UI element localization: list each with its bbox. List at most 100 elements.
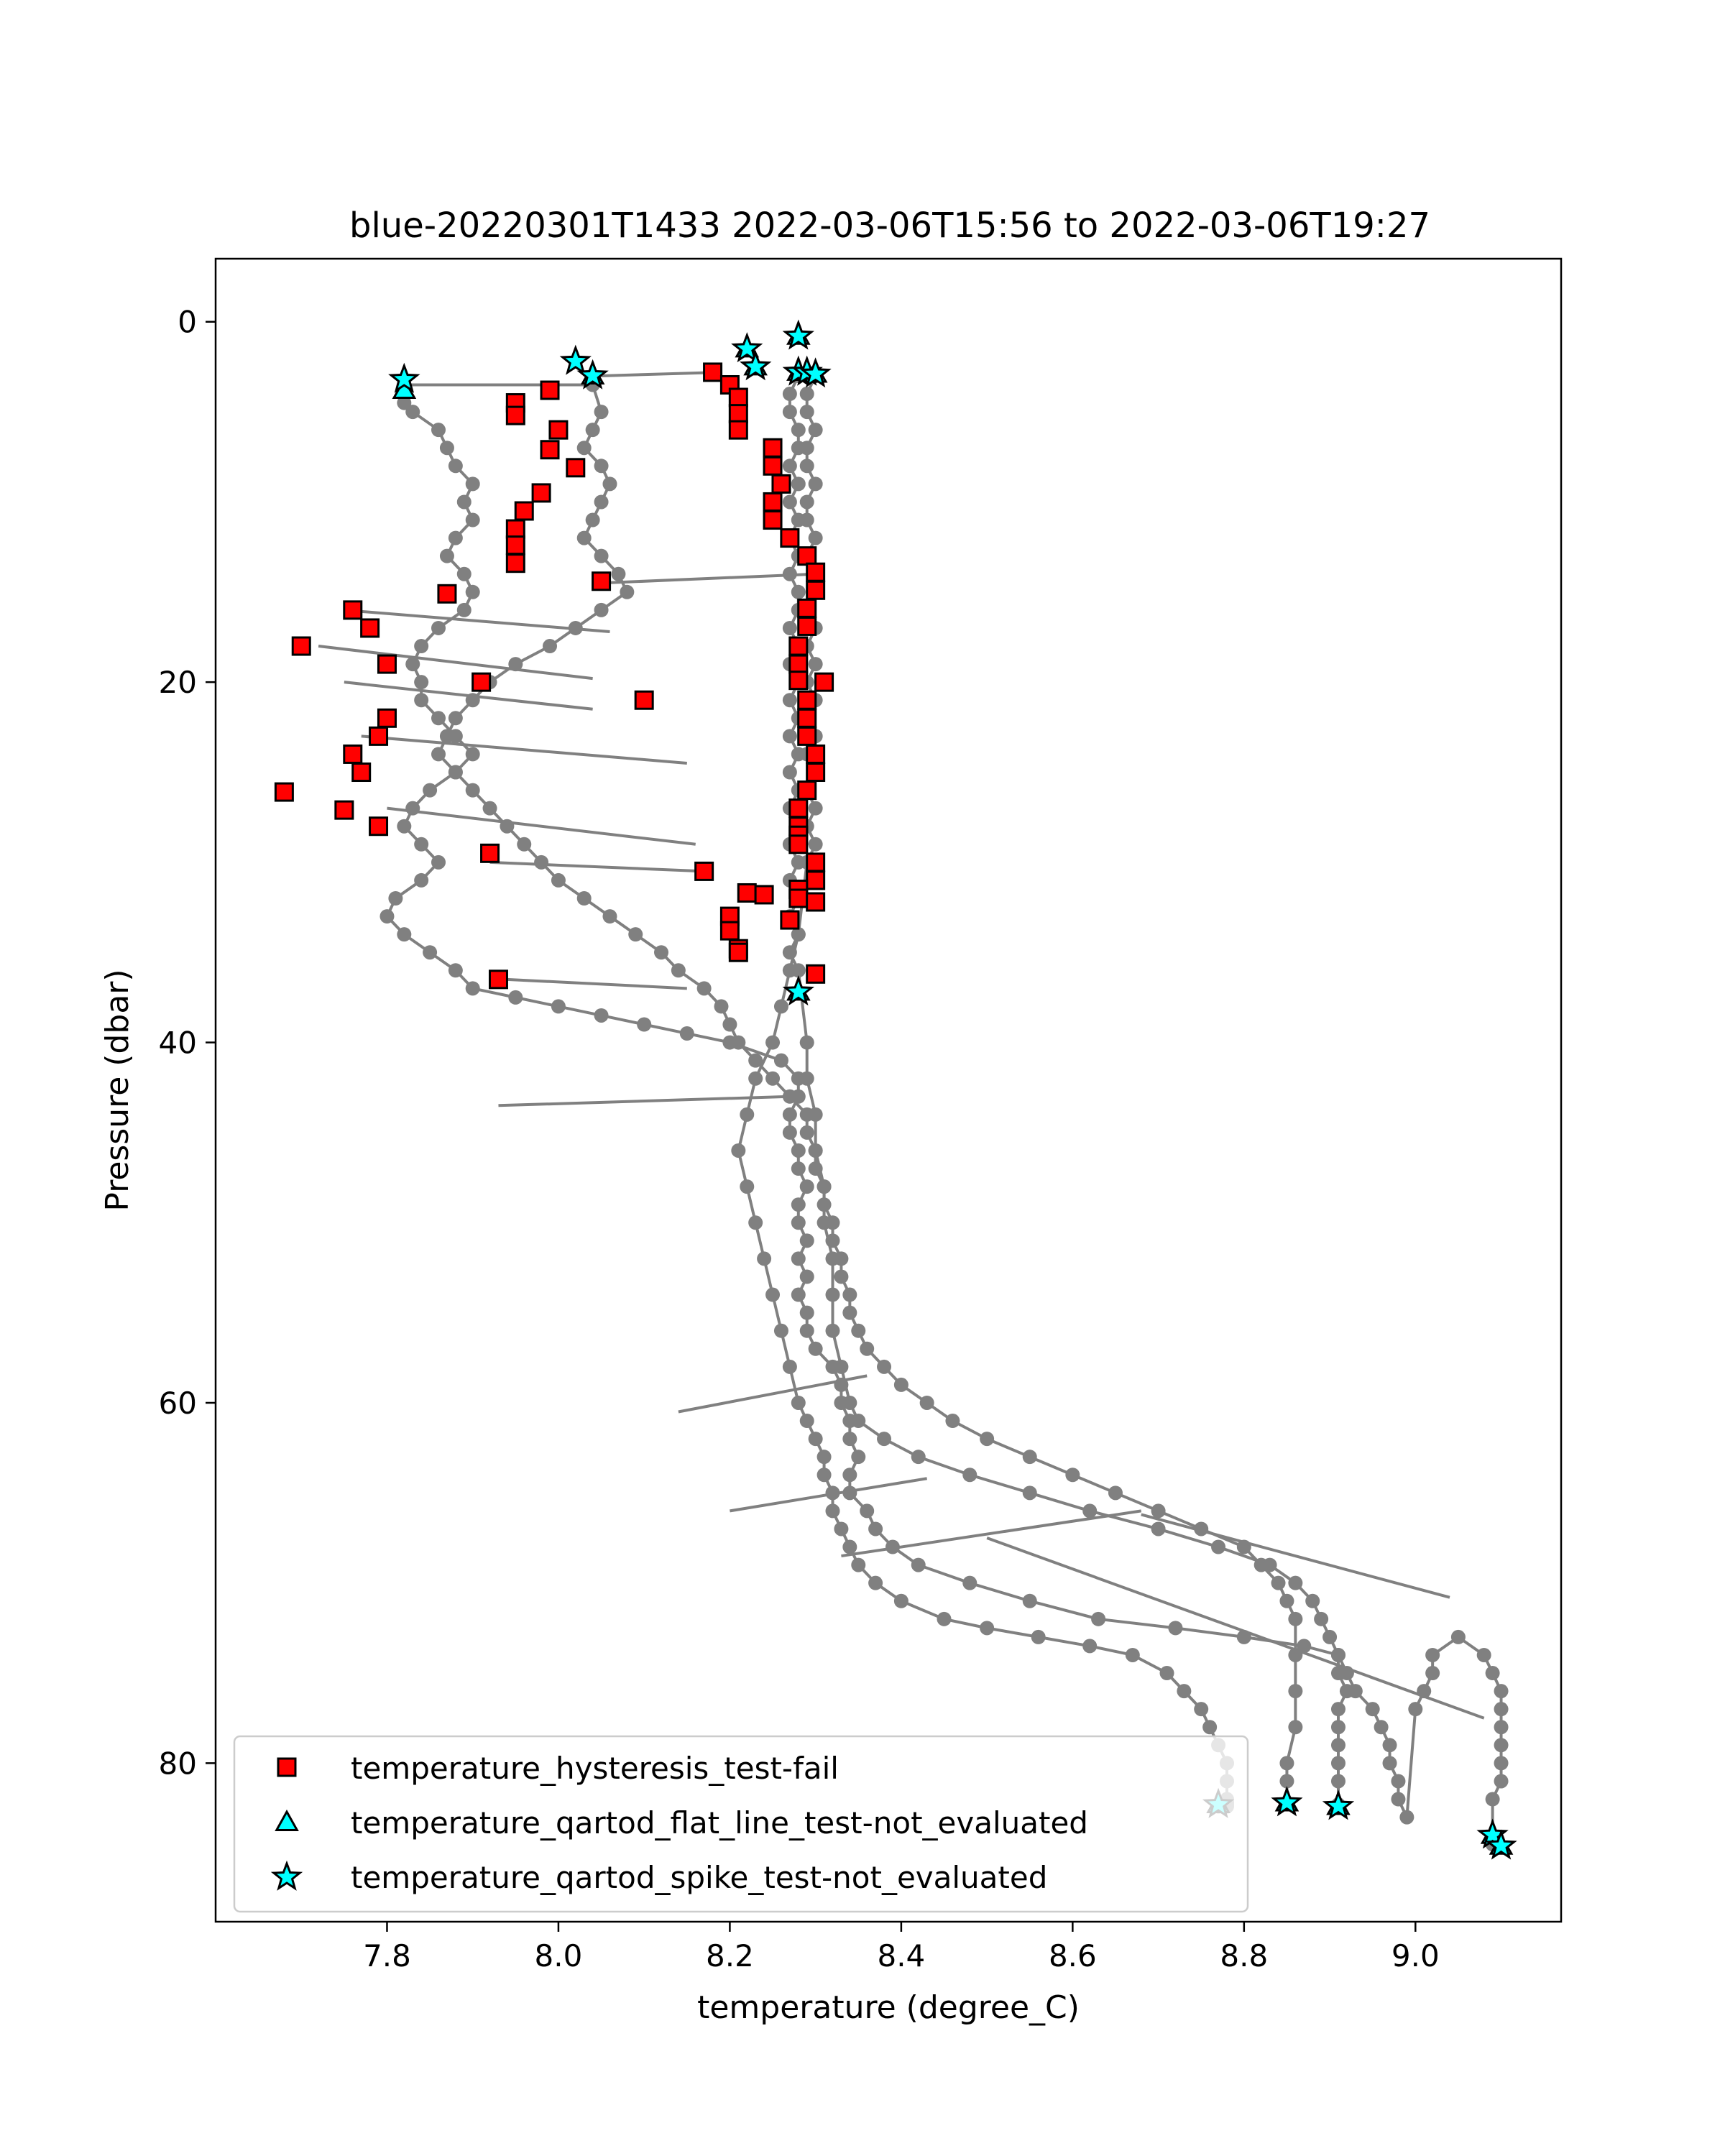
profile-point bbox=[782, 620, 797, 635]
hysteresis-fail-point bbox=[334, 800, 354, 820]
profile-point bbox=[799, 1179, 814, 1194]
profile-point bbox=[448, 765, 463, 780]
hysteresis-fail-point bbox=[728, 404, 748, 424]
legend-label-spike: temperature_qartod_spike_test-not_evalua… bbox=[351, 1860, 1047, 1895]
profile-point bbox=[568, 620, 583, 635]
profile-point bbox=[431, 747, 446, 762]
profile-point bbox=[431, 423, 446, 438]
profile-point bbox=[465, 512, 480, 528]
hysteresis-fail-point bbox=[369, 726, 389, 746]
profile-point bbox=[1382, 1756, 1397, 1771]
profile-point bbox=[782, 765, 797, 780]
profile-point bbox=[791, 423, 806, 438]
hysteresis-fail-point bbox=[472, 672, 492, 692]
hysteresis-fail-point bbox=[780, 528, 800, 548]
profile-point bbox=[799, 1323, 814, 1338]
hysteresis-fail-point bbox=[788, 798, 809, 819]
profile-point bbox=[816, 1179, 832, 1194]
profile-point bbox=[517, 837, 532, 852]
spike-not-evaluated-point bbox=[782, 319, 814, 350]
profile-point bbox=[808, 476, 823, 492]
connector-line bbox=[387, 806, 696, 846]
profile-point bbox=[980, 1621, 995, 1636]
hysteresis-fail-point bbox=[728, 942, 748, 962]
profile-point bbox=[405, 405, 420, 420]
connector-line bbox=[489, 860, 704, 873]
profile-point bbox=[877, 1432, 892, 1447]
profile-point bbox=[791, 927, 806, 942]
profile-point bbox=[748, 1053, 763, 1068]
profile-point bbox=[799, 1305, 814, 1320]
profile-point bbox=[1082, 1639, 1098, 1654]
profile-point bbox=[465, 476, 480, 492]
y-axis-label: Pressure (dbar) bbox=[99, 969, 136, 1211]
profile-point bbox=[773, 1053, 788, 1068]
profile-point bbox=[851, 1557, 866, 1572]
x-tick-label: 9.0 bbox=[1392, 1938, 1440, 1973]
profile-point bbox=[868, 1521, 883, 1537]
profile-point bbox=[791, 1161, 806, 1176]
profile-point bbox=[448, 459, 463, 474]
hysteresis-fail-point bbox=[788, 654, 809, 674]
profile-point bbox=[654, 945, 669, 960]
profile-point bbox=[808, 1341, 823, 1356]
profile-point bbox=[791, 1143, 806, 1158]
profile-point bbox=[1425, 1647, 1440, 1662]
legend-markers bbox=[270, 1757, 303, 1891]
y-tick-label: 80 bbox=[159, 1746, 197, 1781]
profile-point bbox=[799, 441, 814, 456]
profile-point bbox=[1305, 1593, 1320, 1608]
x-tick-label: 7.8 bbox=[363, 1938, 411, 1973]
connector-line bbox=[507, 977, 687, 990]
profile-point bbox=[431, 620, 446, 635]
profile-point bbox=[808, 837, 823, 852]
connector-line bbox=[361, 734, 687, 765]
profile-point bbox=[1279, 1593, 1294, 1608]
spike-not-evaluated-point bbox=[1322, 1789, 1355, 1820]
profile-point bbox=[508, 990, 523, 1005]
profile-point bbox=[799, 494, 814, 510]
profile-point bbox=[1091, 1611, 1106, 1626]
hysteresis-fail-point bbox=[780, 910, 800, 930]
profile-point bbox=[1159, 1666, 1174, 1681]
hysteresis-fail-point bbox=[343, 744, 363, 764]
profile-point bbox=[808, 423, 823, 438]
profile-point bbox=[1271, 1575, 1286, 1590]
hysteresis-fail-point bbox=[806, 744, 826, 764]
profile-point bbox=[782, 387, 797, 402]
profile-point bbox=[782, 1125, 797, 1140]
hysteresis-fail-point bbox=[754, 885, 774, 905]
hysteresis-fail-point bbox=[806, 562, 826, 582]
profile-point bbox=[1288, 1575, 1303, 1590]
hysteresis-fail-point bbox=[291, 636, 311, 656]
profile-point bbox=[1330, 1720, 1346, 1735]
profile-point bbox=[1177, 1684, 1192, 1699]
legend: temperature_hysteresis_test-fail tempera… bbox=[233, 1735, 1249, 1913]
profile-point bbox=[414, 675, 429, 690]
profile-point bbox=[1236, 1539, 1251, 1554]
profile-point bbox=[1417, 1684, 1432, 1699]
hysteresis-fail-point bbox=[377, 708, 397, 728]
profile-point bbox=[1330, 1774, 1346, 1789]
legend-box bbox=[233, 1735, 1249, 1913]
profile-point bbox=[799, 1125, 814, 1140]
profile-point bbox=[782, 459, 797, 474]
profile-point bbox=[842, 1432, 857, 1447]
profile-point bbox=[1279, 1774, 1294, 1789]
profile-point bbox=[576, 441, 592, 456]
profile-point bbox=[834, 1521, 849, 1537]
profile-point bbox=[791, 1251, 806, 1266]
profile-point bbox=[1330, 1702, 1346, 1717]
profile-point bbox=[1022, 1593, 1037, 1608]
profile-point bbox=[1399, 1810, 1414, 1825]
spike-not-evaluated-point bbox=[1485, 1829, 1517, 1860]
profile-point bbox=[405, 801, 420, 816]
y-tick-label: 20 bbox=[159, 665, 197, 700]
hysteresis-fail-point bbox=[797, 546, 817, 566]
profile-3 bbox=[782, 368, 1354, 1812]
profile-point bbox=[1125, 1647, 1140, 1662]
x-tick-label: 8.4 bbox=[877, 1938, 925, 1973]
profile-point bbox=[877, 1359, 892, 1374]
profile-point bbox=[423, 783, 438, 798]
profile-point bbox=[602, 476, 617, 492]
